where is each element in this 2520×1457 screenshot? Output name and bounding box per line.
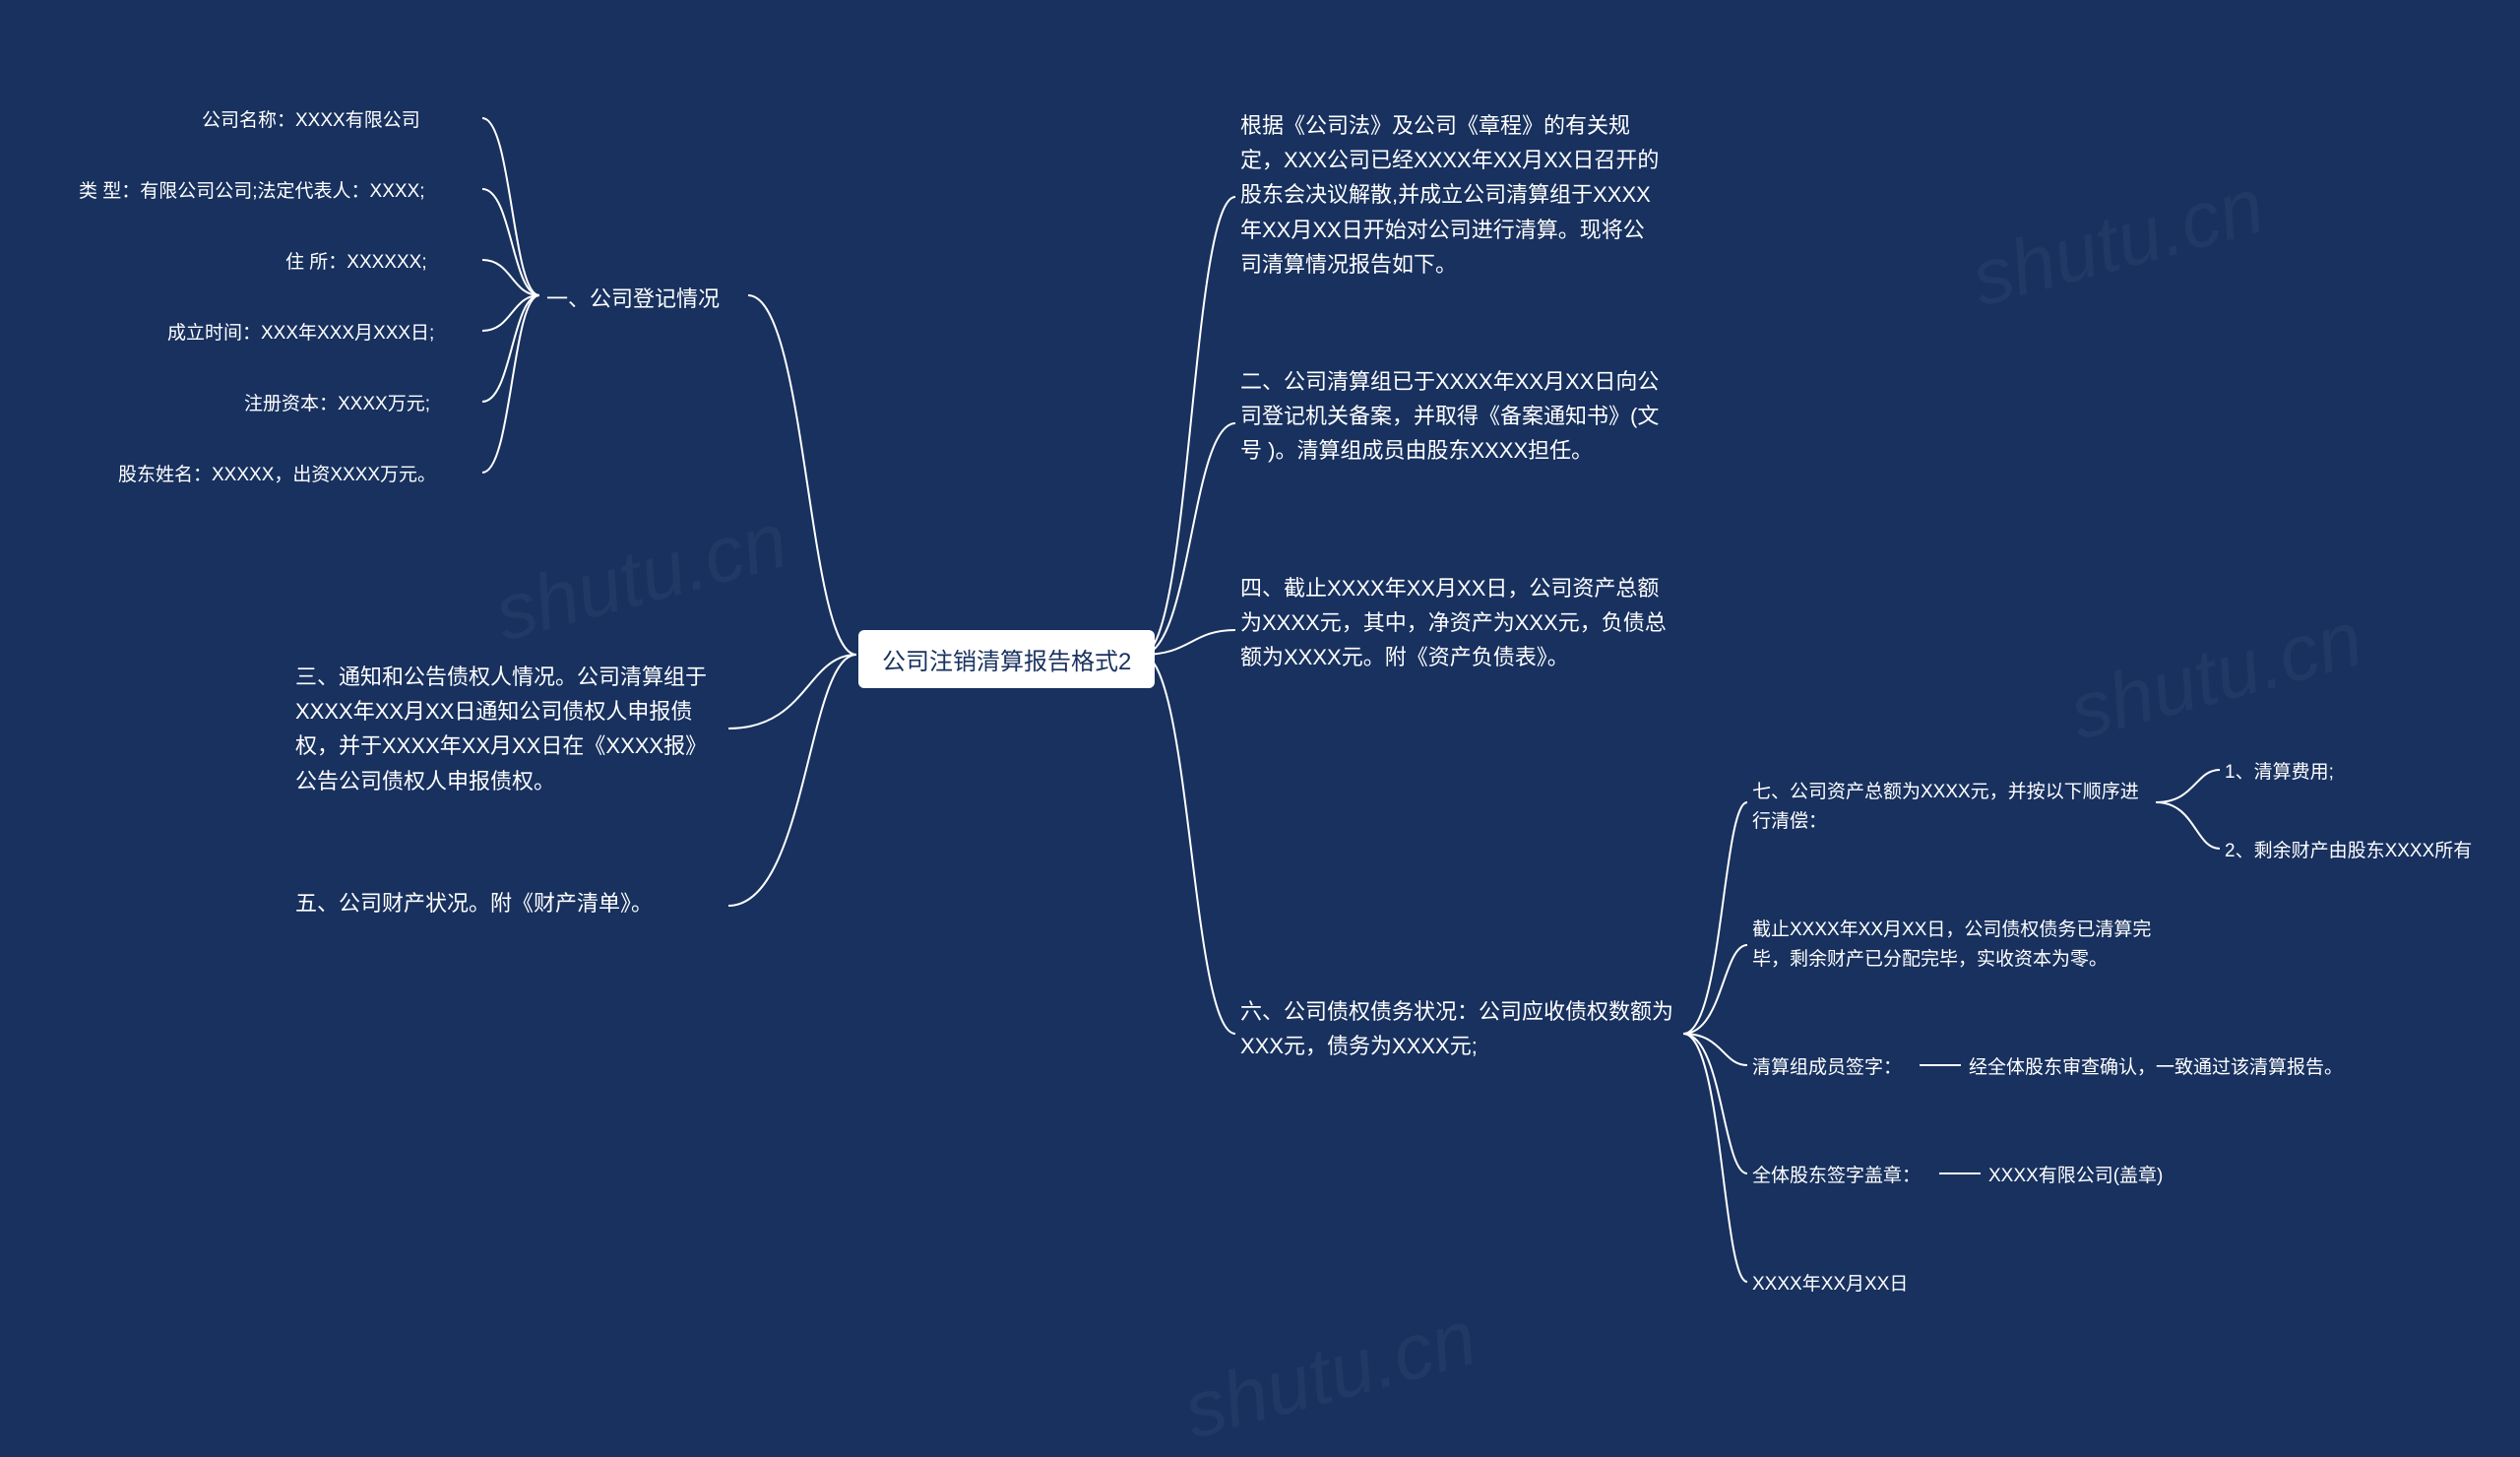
node-r7: 七、公司资产总额为XXXX元，并按以下顺序进行清偿： xyxy=(1752,778,2146,838)
node-r9: 清算组成员签字： xyxy=(1752,1053,1902,1083)
node-l1-c3: 成立时间：XXX年XXX月XXX日; xyxy=(167,319,434,348)
node-r7-c0: 1、清算费用; xyxy=(2225,758,2334,788)
node-r10-c0: XXXX有限公司(盖章) xyxy=(1988,1162,2163,1191)
node-l1: 一、公司登记情况 xyxy=(546,282,720,316)
node-l1-c2: 住 所：XXXXXX; xyxy=(285,248,427,278)
node-l3: 三、通知和公告债权人情况。公司清算组于XXXX年XX月XX日通知公司债权人申报债… xyxy=(295,660,719,798)
watermark: shutu.cn xyxy=(1174,1292,1485,1456)
node-r0: 根据《公司法》及公司《章程》的有关规定，XXX公司已经XXXX年XX月XX日召开… xyxy=(1240,108,1664,282)
node-l1-c0: 公司名称：XXXX有限公司 xyxy=(202,106,420,136)
node-r4: 四、截止XXXX年XX月XX日，公司资产总额为XXXX元，其中，净资产为XXX元… xyxy=(1240,571,1673,675)
watermark: shutu.cn xyxy=(2060,593,2371,757)
node-r2: 二、公司清算组已于XXXX年XX月XX日向公司登记机关备案，并取得《备案通知书》… xyxy=(1240,364,1673,469)
node-l1-c1: 类 型：有限公司公司;法定代表人：XXXX; xyxy=(79,177,425,207)
node-l1-c5: 股东姓名：XXXXX，出资XXXX万元。 xyxy=(118,461,436,490)
watermark: shutu.cn xyxy=(485,494,796,659)
node-l1-c4: 注册资本：XXXX万元; xyxy=(244,390,430,419)
node-l5: 五、公司财产状况。附《财产清单》。 xyxy=(295,886,719,920)
node-r6: 六、公司债权债务状况：公司应收债权数额为XXX元，债务为XXXX元; xyxy=(1240,994,1673,1063)
watermark: shutu.cn xyxy=(1962,159,2273,324)
node-r10: 全体股东签字盖章： xyxy=(1752,1162,1921,1191)
node-r11: XXXX年XX月XX日 xyxy=(1752,1270,1908,1299)
center-node: 公司注销清算报告格式2 xyxy=(858,630,1155,688)
node-r7-c1: 2、剩余财产由股东XXXX所有 xyxy=(2225,837,2472,866)
node-r9-c0: 经全体股东审查确认，一致通过该清算报告。 xyxy=(1969,1053,2343,1083)
node-r8: 截止XXXX年XX月XX日，公司债权债务已清算完毕，剩余财产已分配完毕，实收资本… xyxy=(1752,916,2166,976)
